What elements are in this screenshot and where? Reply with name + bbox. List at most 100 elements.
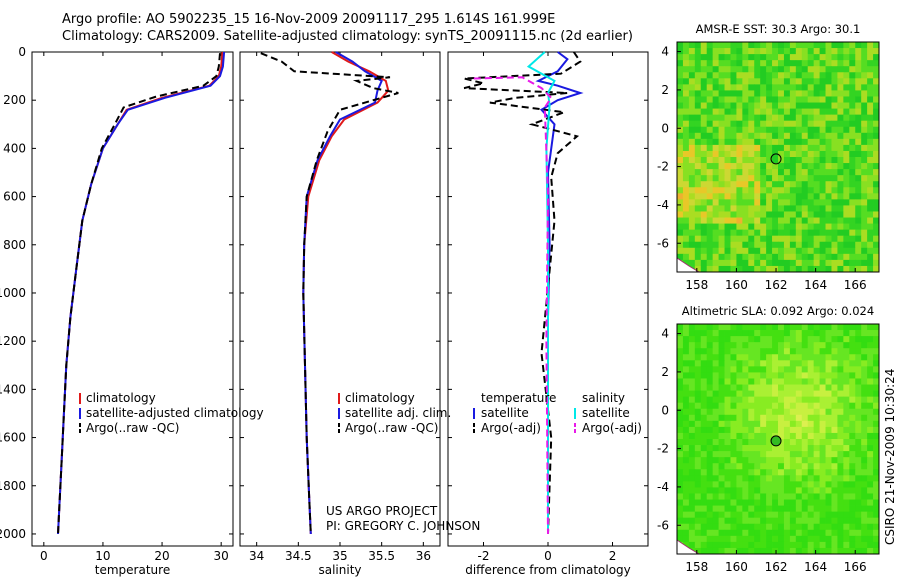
map-cell xyxy=(718,354,725,361)
map-cell xyxy=(831,150,838,158)
map-cell xyxy=(867,144,874,152)
map-cell xyxy=(831,229,838,237)
map-cell xyxy=(766,211,773,218)
map-cell xyxy=(694,463,702,470)
map-cell xyxy=(778,511,785,519)
map-cell xyxy=(682,408,690,416)
map-cell xyxy=(825,360,832,367)
map-cell xyxy=(742,132,749,140)
x-tick-label: 35.5 xyxy=(368,549,395,563)
map-cell xyxy=(867,439,874,446)
map-cell xyxy=(831,187,838,194)
map-cell xyxy=(724,78,731,85)
map-cell xyxy=(783,402,791,410)
map-cell xyxy=(778,132,785,140)
map-cell xyxy=(849,150,856,158)
map-cell xyxy=(819,336,826,343)
map-cell xyxy=(760,229,767,237)
map-cell xyxy=(849,42,856,49)
map-cell xyxy=(783,259,791,267)
map-cell xyxy=(748,132,755,140)
map-cell xyxy=(677,432,684,440)
map-cell xyxy=(861,259,868,267)
map-cell xyxy=(718,517,725,525)
map-cell xyxy=(682,90,690,97)
map-cell xyxy=(807,517,815,525)
map-cell xyxy=(688,390,696,398)
map-cell xyxy=(688,463,696,470)
map-cell xyxy=(873,265,880,273)
map-cell xyxy=(736,181,743,188)
map-cell xyxy=(742,505,749,513)
map-cell xyxy=(778,336,785,343)
map-cell xyxy=(772,90,779,97)
map-cell xyxy=(754,126,761,134)
map-cell xyxy=(831,463,838,470)
map-cell xyxy=(825,487,832,494)
y-tick-label: -4 xyxy=(657,198,669,212)
map-cell xyxy=(712,408,719,416)
map-cell xyxy=(861,487,868,494)
map-cell xyxy=(825,84,832,91)
map-cell xyxy=(795,60,803,67)
map-cell xyxy=(677,138,684,146)
map-cell xyxy=(831,72,838,79)
map-cell xyxy=(783,342,791,349)
map-cell xyxy=(778,414,785,422)
map-cell xyxy=(795,469,803,476)
map-cell xyxy=(742,144,749,152)
argo-float-marker xyxy=(770,435,782,447)
map-cell xyxy=(801,229,809,237)
map-cell xyxy=(688,108,696,116)
map-cell xyxy=(677,108,684,116)
map-cell xyxy=(748,408,755,416)
map-cell xyxy=(867,241,874,249)
map-cell xyxy=(724,175,731,182)
map-cell xyxy=(754,163,761,170)
map-cell xyxy=(801,144,809,152)
map-cell xyxy=(861,432,868,440)
map-cell xyxy=(760,348,767,355)
map-cell xyxy=(766,342,773,349)
map-cell xyxy=(825,547,832,555)
map-cell xyxy=(819,265,826,273)
map-cell xyxy=(724,535,731,543)
map-cell xyxy=(724,390,731,398)
map-cell xyxy=(807,432,815,440)
project-label: US ARGO PROJECT xyxy=(326,504,438,518)
map-cell xyxy=(754,253,761,261)
map-cell xyxy=(754,396,761,404)
map-cell xyxy=(688,193,696,200)
map-cell xyxy=(760,529,767,537)
map-cell xyxy=(677,211,684,218)
map-cell xyxy=(736,241,743,249)
map-cell xyxy=(772,132,779,140)
map-cell xyxy=(700,211,708,218)
map-cell xyxy=(682,511,690,519)
map-cell xyxy=(677,523,684,531)
map-cell xyxy=(700,541,708,549)
x-tick-label: 35 xyxy=(332,549,347,563)
map-cell xyxy=(688,169,696,176)
y-tick-label: 800 xyxy=(3,238,26,252)
map-cell xyxy=(819,72,826,79)
map-cell xyxy=(700,265,708,273)
map-cell xyxy=(801,463,809,470)
map-cell xyxy=(712,199,719,206)
map-cell xyxy=(682,181,690,188)
map-cell xyxy=(843,529,850,537)
map-cell xyxy=(783,126,791,134)
map-cell xyxy=(795,439,803,446)
map-frame xyxy=(676,41,880,273)
map-cell xyxy=(837,120,844,128)
map-cell xyxy=(742,199,749,206)
map-cell xyxy=(688,126,696,134)
map-cell xyxy=(694,48,702,55)
map-cell xyxy=(825,247,832,255)
map-cell xyxy=(730,66,737,73)
map-cell xyxy=(694,120,702,128)
map-cell xyxy=(742,181,749,188)
map-cell xyxy=(807,330,815,337)
map-cell xyxy=(736,120,743,128)
map-cell xyxy=(760,54,767,61)
